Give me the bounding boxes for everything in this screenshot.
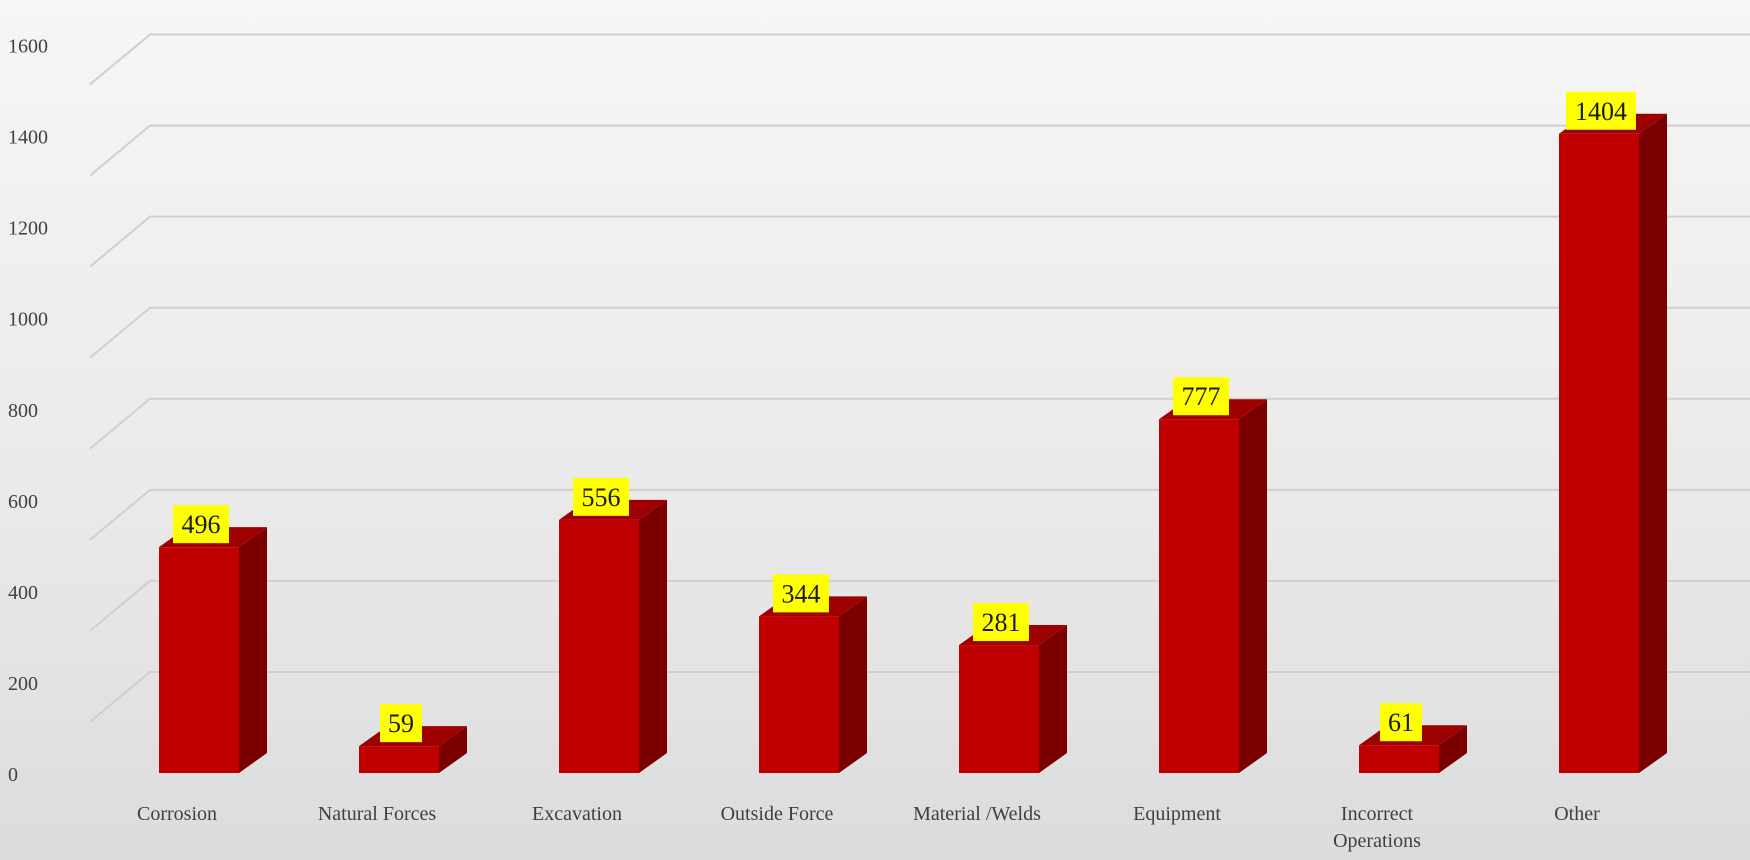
bar-front-face [959, 645, 1039, 773]
data-label-box [1173, 377, 1229, 416]
data-labels: 496 59 556 344 281 777 61 1404 [173, 91, 1636, 743]
bar-front-face [1359, 745, 1439, 773]
data-label-box [380, 704, 422, 743]
x-category-label: Natural Forces [318, 803, 437, 825]
bar-front-face [359, 746, 439, 773]
gridline [89, 306, 1750, 359]
data-label-box [173, 505, 229, 544]
bar-side-face [239, 527, 267, 773]
data-label: 496 [173, 505, 229, 544]
bar-side-face [639, 499, 667, 773]
gridlines [89, 33, 1750, 723]
bar-6 [1159, 399, 1267, 773]
gridline [89, 670, 1750, 723]
bar-front-face [559, 519, 639, 773]
data-label-value: 281 [982, 608, 1021, 637]
x-category-label: Other [1554, 803, 1600, 825]
x-category-label: Corrosion [137, 803, 217, 825]
data-label: 344 [773, 574, 829, 613]
bar-side-face [1239, 399, 1267, 773]
x-category-label: Material /Welds [913, 803, 1041, 825]
bar-front-face [1159, 419, 1239, 773]
data-label: 1404 [1566, 91, 1636, 130]
data-label-value: 777 [1182, 382, 1221, 411]
gridline [89, 215, 1750, 268]
bar-1 [159, 527, 267, 773]
bar-4 [759, 596, 867, 773]
x-category-label: Outside Force [721, 803, 834, 825]
x-category-label: Excavation [532, 803, 622, 825]
data-label-box [1380, 703, 1422, 742]
y-tick-label: 1000 [8, 309, 48, 331]
data-label: 61 [1380, 703, 1422, 742]
y-tick-label: 1200 [8, 218, 48, 240]
gridline [89, 124, 1750, 177]
data-label-box [573, 477, 629, 516]
bar-3 [559, 499, 667, 773]
y-tick-label: 1400 [8, 127, 48, 149]
bar-5 [959, 625, 1067, 773]
bar-side-face [1039, 625, 1067, 773]
data-label-value: 59 [388, 709, 414, 738]
bar-side-face [839, 596, 867, 773]
data-label-value: 1404 [1575, 97, 1627, 126]
data-label: 281 [973, 603, 1029, 642]
data-label-box [973, 603, 1029, 642]
x-axis-categories: Corrosion Natural Forces Excavation Outside… [137, 803, 1600, 852]
gridline [89, 33, 1750, 86]
y-axis-ticks: 0 200 400 600 800 1000 1200 1400 1600 [8, 36, 48, 786]
y-tick-label: 200 [8, 673, 38, 695]
bar-front-face [159, 547, 239, 773]
data-label-value: 61 [1388, 708, 1414, 737]
data-label-value: 344 [782, 579, 821, 608]
data-label: 777 [1173, 377, 1229, 416]
bar-front-face [1559, 133, 1639, 774]
y-tick-label: 0 [8, 764, 18, 786]
data-label: 556 [573, 477, 629, 516]
x-category-label: Incorrect Operations [1333, 803, 1421, 852]
y-tick-label: 600 [8, 491, 38, 513]
gridline [89, 397, 1750, 450]
bar-8 [1559, 113, 1667, 774]
bar-front-face [759, 616, 839, 773]
bar-side-face [439, 726, 467, 773]
x-category-label: Equipment [1133, 803, 1221, 825]
data-label-box [1566, 91, 1636, 130]
data-label-value: 496 [182, 510, 221, 539]
bars [159, 113, 1667, 774]
data-label-value: 556 [582, 483, 621, 512]
data-label: 59 [380, 704, 422, 743]
y-tick-label: 1600 [8, 36, 48, 58]
data-label-box [773, 574, 829, 613]
gridline [89, 488, 1750, 541]
bar-side-face [1639, 113, 1667, 774]
y-tick-label: 800 [8, 400, 38, 422]
bar-side-face [1439, 725, 1467, 773]
y-tick-label: 400 [8, 582, 38, 604]
gridline [89, 579, 1750, 632]
